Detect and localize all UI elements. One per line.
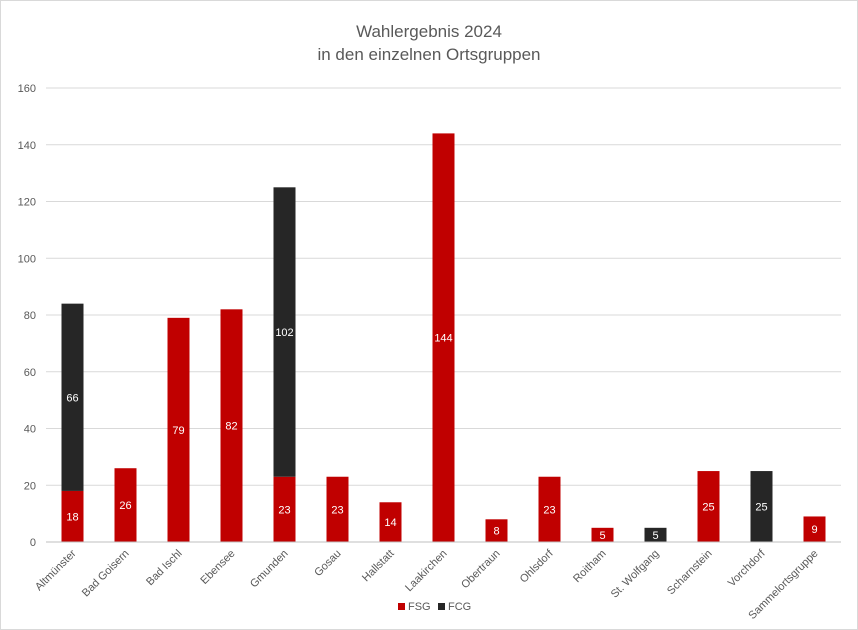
data-label-fsg: 5 [599, 530, 605, 542]
bar-fcg [273, 187, 296, 477]
data-label-fcg: 102 [275, 327, 293, 339]
data-label-fsg: 23 [278, 504, 290, 516]
bar-fcg [61, 303, 84, 491]
bar-fsg [273, 476, 296, 542]
chart-title-line-1: Wahlergebnis 2024 [356, 22, 502, 41]
y-axis-tick-labels: 0 20 40 60 80 100 120 140 160 [18, 83, 36, 549]
data-label-fcg: 5 [652, 530, 658, 542]
data-label-fsg: 26 [119, 500, 131, 512]
bar-fsg [538, 476, 561, 542]
data-label-fcg: 25 [755, 502, 767, 514]
y-tick-label: 80 [24, 310, 36, 322]
data-label-fsg: 14 [384, 517, 396, 529]
bar-fsg [803, 516, 826, 542]
chart-title-line-2: in den einzelnen Ortsgruppen [317, 45, 540, 64]
data-label-fsg: 8 [493, 526, 499, 538]
y-tick-label: 100 [18, 253, 36, 265]
x-category-label: Obertraun [459, 548, 503, 592]
y-tick-label: 140 [18, 140, 36, 152]
data-label-fsg: 23 [331, 504, 343, 516]
bar-fsg [697, 471, 720, 542]
legend-label-fsg: FSG [408, 601, 431, 613]
y-tick-label: 60 [24, 367, 36, 379]
data-label-fsg: 9 [811, 524, 817, 536]
y-tick-label: 120 [18, 197, 36, 209]
data-label-fsg: 23 [543, 504, 555, 516]
x-category-label: Vorchdorf [726, 547, 768, 589]
bar-fsg [167, 317, 190, 542]
x-category-label: Bad Ischl [144, 548, 184, 588]
bar-fsg [379, 502, 402, 542]
bar-fsg [326, 476, 349, 542]
x-category-label: Roitham [571, 548, 608, 585]
y-tick-label: 160 [18, 83, 36, 95]
bars [61, 133, 826, 542]
data-label-fsg: 18 [66, 511, 78, 523]
bar-fsg [432, 133, 455, 542]
x-category-label: Bad Goisern [80, 548, 132, 600]
bar-fcg [750, 471, 773, 542]
bar-fsg [220, 309, 243, 542]
bar-fsg [485, 519, 508, 542]
legend-label-fcg: FCG [448, 601, 471, 613]
legend: FSG FCG [398, 601, 471, 613]
x-category-label: Gmunden [248, 548, 291, 591]
legend-swatch-fcg [438, 603, 445, 610]
x-category-label: Gosau [312, 548, 343, 579]
data-labels: 18 66 26 79 82 23 102 23 14 144 8 23 5 5 25 25 9 [66, 327, 817, 542]
bar-fsg [591, 527, 614, 542]
x-category-label: Altmünster [33, 547, 79, 593]
bar-fcg [644, 527, 667, 542]
x-category-label: Ohlsdorf [518, 547, 557, 586]
x-category-label: Ebensee [198, 548, 237, 587]
y-tick-label: 20 [24, 480, 36, 492]
bar-fsg [114, 468, 137, 542]
data-label-fsg: 79 [172, 425, 184, 437]
y-tick-label: 0 [30, 537, 36, 549]
x-category-label: Laakirchen [403, 548, 450, 595]
bar-fsg [61, 490, 84, 542]
y-tick-label: 40 [24, 424, 36, 436]
x-category-label: St. Wolfgang [609, 548, 662, 601]
data-label-fcg: 66 [66, 392, 78, 404]
x-category-label: Scharnstein [665, 548, 715, 598]
x-category-label: Hallstatt [360, 548, 397, 585]
data-label-fsg: 25 [702, 502, 714, 514]
legend-swatch-fsg [398, 603, 405, 610]
data-label-fsg: 82 [225, 421, 237, 433]
data-label-fsg: 144 [434, 333, 452, 345]
